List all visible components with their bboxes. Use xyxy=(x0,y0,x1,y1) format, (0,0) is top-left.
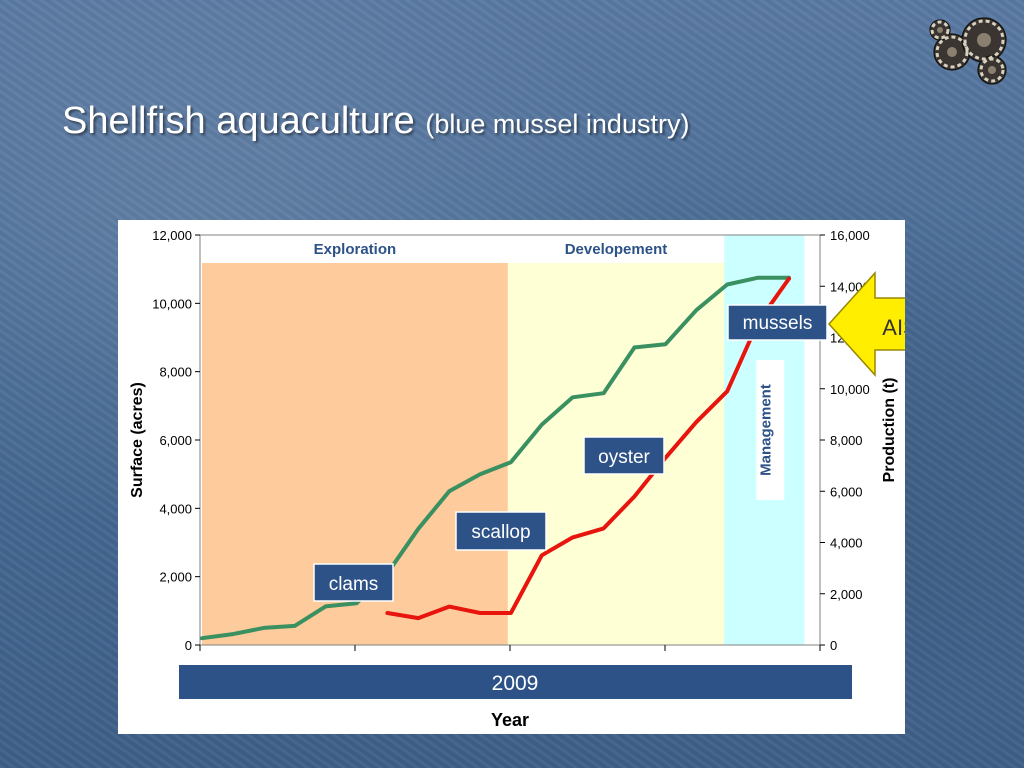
right-y-tick-label: 2,000 xyxy=(830,587,863,602)
year-banner-label: 2009 xyxy=(492,672,539,695)
chart-panel: Exploration Developement Management 0 2,000… xyxy=(118,220,905,734)
gears-logo-icon xyxy=(929,17,1007,85)
ais-label: AIS xyxy=(882,315,905,340)
right-y-tick-label: 4,000 xyxy=(830,536,863,551)
left-y-tick-label: 2,000 xyxy=(159,570,192,585)
phase-label-management: Management xyxy=(757,384,774,476)
production-line xyxy=(385,276,791,621)
left-y-tick-label: 10,000 xyxy=(152,296,192,311)
phase-label-developement: Developement xyxy=(565,241,668,258)
management-label-box xyxy=(756,360,785,500)
right-y-tick-label: 10,000 xyxy=(830,382,870,397)
right-y-tick-label: 6,000 xyxy=(830,484,863,499)
oyster-label: oyster xyxy=(598,447,650,468)
slide-title: Shellfish aquaculture (blue mussel indus… xyxy=(62,100,689,143)
year-banner: 2009 xyxy=(179,665,852,699)
oyster-label-box xyxy=(583,436,665,475)
right-y-tick-label: 0 xyxy=(830,638,837,653)
slide-title-main: Shellfish aquaculture xyxy=(62,100,415,142)
ais-arrow-shape xyxy=(827,271,905,377)
surface-area-line xyxy=(200,275,791,641)
left-y-tick-label: 4,000 xyxy=(159,501,192,516)
left-y-axis-title: Surface (acres) xyxy=(129,382,146,498)
mussels-label-box xyxy=(727,304,828,341)
phase-header-strip xyxy=(200,235,725,263)
slide-subtitle: (blue mussel industry) xyxy=(425,109,690,139)
ais-arrow-callout: AIS xyxy=(827,271,905,377)
scallop-callout: scallop xyxy=(455,511,547,551)
oyster-callout: oyster xyxy=(583,436,665,475)
clams-label-box xyxy=(313,563,394,602)
right-y-tick-label: 8,000 xyxy=(830,433,863,448)
left-y-tick-label: 0 xyxy=(185,638,192,653)
left-y-tick-label: 6,000 xyxy=(159,433,192,448)
year-banner-bar xyxy=(179,665,852,699)
clams-callout: clams xyxy=(313,563,394,602)
right-y-tick-label: 16,000 xyxy=(830,228,870,243)
x-axis-title: Year xyxy=(491,710,529,730)
production-chart: Exploration Developement Management 0 2,000… xyxy=(129,228,905,730)
phase-label-exploration: Exploration xyxy=(314,241,397,258)
left-y-tick-label: 8,000 xyxy=(159,365,192,380)
mussels-callout: mussels xyxy=(727,304,828,341)
left-y-tick-label: 12,000 xyxy=(152,228,192,243)
clams-label: clams xyxy=(329,574,379,595)
mussels-label: mussels xyxy=(743,313,813,334)
scallop-label: scallop xyxy=(471,522,530,543)
right-y-axis-title: Production (t) xyxy=(881,378,898,483)
scallop-label-box xyxy=(455,511,547,551)
